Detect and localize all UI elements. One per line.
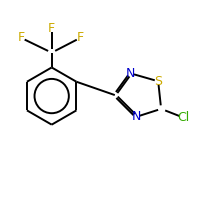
Text: N: N (126, 67, 135, 80)
Text: F: F (77, 31, 84, 44)
Text: Cl: Cl (178, 111, 190, 124)
Text: N: N (132, 110, 141, 123)
Text: F: F (48, 22, 55, 35)
Text: S: S (154, 75, 162, 88)
Text: F: F (18, 31, 25, 44)
